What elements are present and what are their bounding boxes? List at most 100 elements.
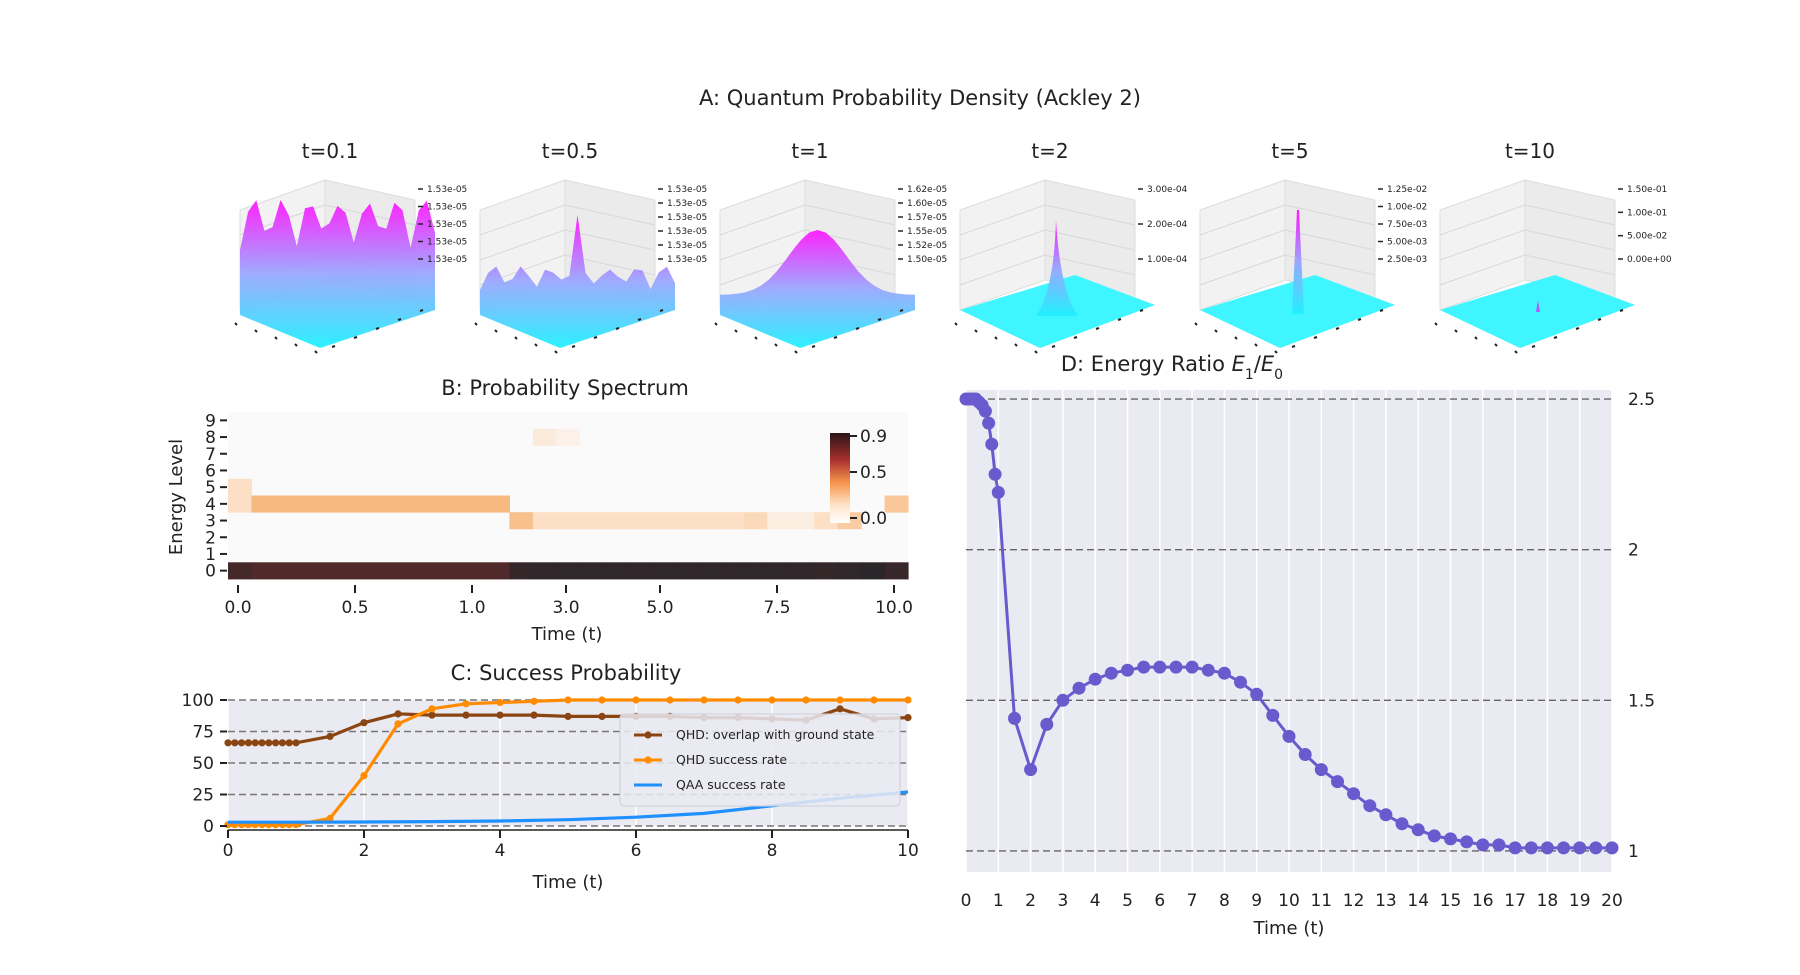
series-point [1072, 681, 1086, 695]
heatmap-cell [321, 495, 346, 513]
density-peak [1036, 220, 1078, 316]
heatmap-cell [439, 562, 464, 580]
x-tick [974, 329, 978, 333]
panel-b-xlabel: Time (t) [531, 624, 603, 645]
y-tick [615, 327, 620, 330]
heatmap-cell [626, 512, 651, 530]
series-point [530, 711, 538, 719]
series-point [462, 700, 470, 708]
heatmap-cell [532, 428, 557, 446]
heatmap-cell [462, 495, 487, 513]
x-tick-label: 17 [1504, 891, 1526, 911]
series-point [1137, 660, 1151, 674]
legend-label: QHD success rate [676, 752, 787, 767]
y-tick [637, 318, 642, 321]
heatmap-cell [298, 495, 323, 513]
y-tick-label: 3 [205, 512, 216, 532]
subplot-title: t=0.1 [302, 139, 358, 163]
series-point [244, 739, 252, 747]
series-point [1444, 832, 1457, 846]
heatmap-cell [368, 495, 393, 513]
y-tick [397, 318, 402, 321]
y-tick [1139, 309, 1144, 312]
y-tick [375, 327, 380, 330]
panel-b-ylabel: Energy Level [166, 439, 187, 555]
x-tick-label: 0 [223, 841, 234, 861]
colorbar-tick-label: 0.9 [860, 427, 887, 447]
series-point [904, 714, 912, 722]
x-tick-label: 3.0 [552, 598, 579, 618]
series-point [802, 696, 810, 704]
probability-surface [720, 230, 915, 348]
x-tick-label: 3 [1057, 891, 1068, 911]
heatmap-cell [345, 562, 370, 580]
series-point [1379, 808, 1393, 822]
heatmap-cell [884, 495, 909, 513]
heatmap-cell [251, 495, 276, 513]
z-tick-label: 1.53e-05 [667, 199, 707, 209]
pane-gridline [1524, 254, 1616, 276]
series-point [1395, 817, 1409, 831]
heatmap-cell [743, 512, 768, 530]
series-point [598, 712, 606, 721]
y-tick [1051, 345, 1056, 348]
y-tick [1575, 327, 1580, 330]
series-point [1088, 672, 1102, 686]
series-point [326, 814, 334, 823]
x-tick [274, 336, 278, 340]
series-point [1508, 841, 1522, 855]
y-tick-label: 1 [205, 545, 216, 565]
heatmap-cell [673, 562, 698, 580]
series-point [982, 416, 996, 430]
y-tick [1291, 345, 1296, 348]
probability-surface [240, 200, 435, 348]
x-tick [774, 343, 778, 347]
series-point [265, 739, 273, 747]
y-tick-label: 2 [1628, 541, 1639, 561]
series-point [564, 696, 572, 704]
series-point [734, 696, 742, 704]
heatmap-cell [368, 562, 393, 580]
surface-subplot: t=1 1.62e-05 1.60e-05 1.57e-05 1.55e-05 1.52e… [714, 139, 947, 354]
series-point [1234, 675, 1247, 689]
heatmap-cell [579, 562, 604, 580]
heatmap-cell [579, 512, 604, 530]
colorbar [830, 433, 850, 523]
x-tick-label: 0 [961, 891, 972, 911]
z-tick-label: 1.62e-05 [907, 185, 947, 195]
y-tick [1073, 336, 1078, 339]
x-tick [554, 350, 558, 354]
x-tick-label: 18 [1537, 891, 1559, 911]
pane-gridline [1439, 229, 1526, 261]
y-tick-label: 8 [205, 428, 216, 448]
y-tick-label: 5 [205, 478, 216, 498]
heatmap-cell [743, 562, 768, 580]
series-point [1427, 829, 1441, 843]
series-point [496, 711, 504, 719]
x-tick [754, 336, 758, 340]
heatmap-cell [462, 562, 487, 580]
heatmap-cell [814, 562, 839, 580]
subplot-title: t=0.5 [542, 139, 598, 163]
x-tick [1454, 329, 1458, 333]
heatmap-cell [556, 428, 581, 446]
x-tick [494, 329, 498, 333]
y-tick [877, 318, 882, 321]
heatmap-cell [485, 495, 510, 513]
y-tick [1313, 336, 1318, 339]
heatmap-cell [345, 495, 370, 513]
subplot-title: t=1 [791, 139, 828, 163]
heatmap-cell [274, 562, 299, 580]
series-point [1524, 841, 1538, 855]
series-point [1331, 775, 1344, 789]
heatmap-cell [251, 562, 276, 580]
y-tick [571, 345, 576, 348]
series-point [836, 705, 844, 713]
legend-label: QAA success rate [676, 777, 786, 792]
x-tick-label: 2 [1025, 891, 1036, 911]
heatmap-cell [720, 562, 745, 580]
z-tick-label: 0.00e+00 [1627, 255, 1672, 265]
heatmap-cell [720, 512, 745, 530]
heatmap-cell [485, 562, 510, 580]
z-tick-label: 1.00e-04 [1147, 255, 1188, 265]
